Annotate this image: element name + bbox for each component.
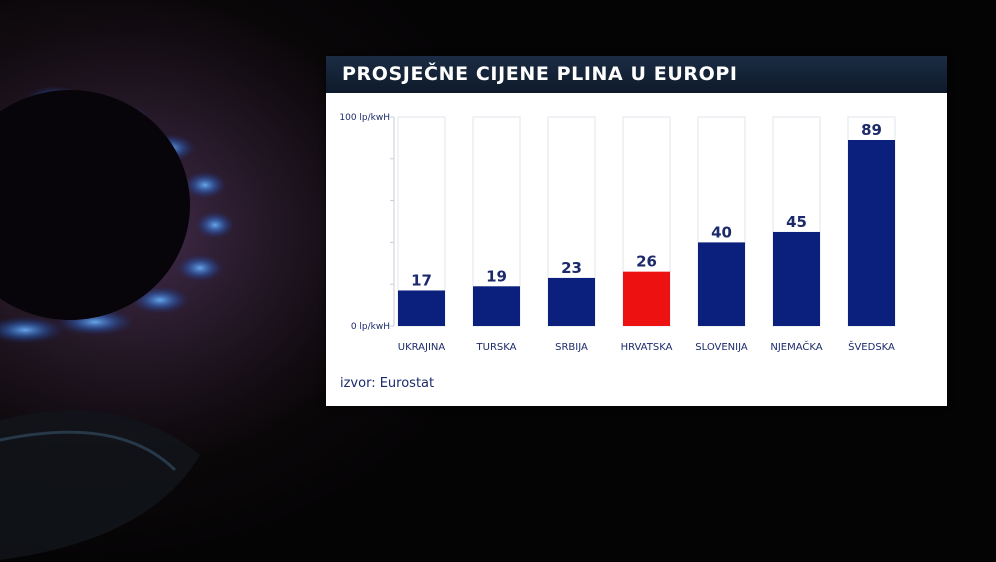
y-tick-label: 0 lp/kwH — [351, 322, 390, 332]
category-label: NJEMAČKA — [770, 340, 822, 353]
chart-panel: PROSJEČNE CIJENE PLINA U EUROPI 0 lp/kwH… — [326, 56, 947, 406]
bar-value-label: 26 — [636, 253, 657, 271]
bar — [473, 286, 520, 326]
bar — [773, 231, 820, 326]
category-label: ŠVEDSKA — [848, 340, 895, 353]
source-note: izvor: Eurostat — [340, 376, 435, 391]
bar-value-label: 19 — [486, 267, 507, 285]
bar — [548, 277, 595, 326]
category-label: SLOVENIJA — [695, 342, 748, 353]
category-label: UKRAJINA — [398, 342, 446, 353]
bar-value-label: 40 — [711, 223, 732, 241]
y-tick-label: 100 lp/kwH — [339, 113, 390, 123]
chart-title: PROSJEČNE CIJENE PLINA U EUROPI — [342, 63, 738, 85]
chart-title-bar: PROSJEČNE CIJENE PLINA U EUROPI — [326, 56, 947, 93]
bar-value-label: 45 — [786, 213, 807, 231]
bar-value-label: 17 — [411, 271, 432, 289]
category-label: TURSKA — [476, 342, 517, 353]
bar-value-label: 23 — [561, 259, 582, 277]
category-label: SRBIJA — [555, 342, 588, 353]
bar — [623, 271, 670, 326]
bar — [398, 290, 445, 326]
bar — [848, 139, 895, 326]
bar — [698, 242, 745, 326]
category-label: HRVATSKA — [621, 342, 673, 353]
bar-value-label: 89 — [861, 121, 882, 139]
bar-chart: 0 lp/kwH 100 lp/kwH 17 UKRAJINA 19 TURSKA 23 SR… — [339, 113, 896, 353]
